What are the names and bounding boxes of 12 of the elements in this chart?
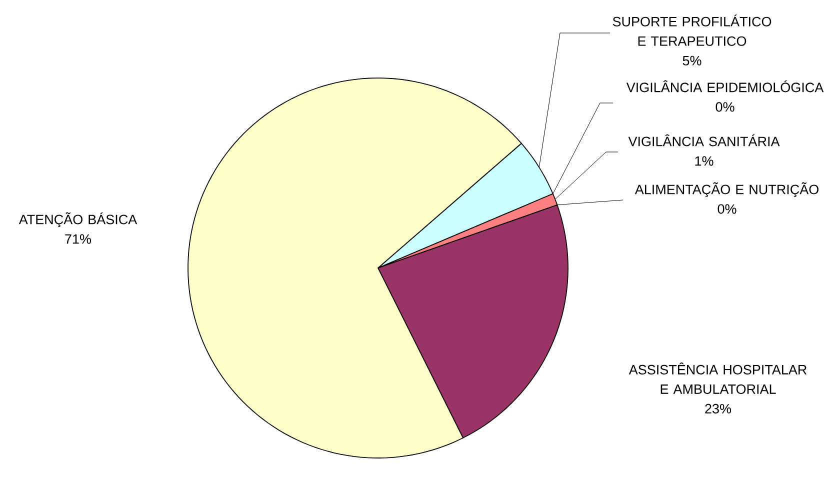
slice-label: VIGILÂNCIA SANITÁRIA <box>628 134 780 146</box>
slice-label: SUPORTE PROFILÁTICO E TERAPEUTICO <box>612 14 772 46</box>
data-label: 23% <box>705 404 732 414</box>
slice-label: ASSISTÊNCIA HOSPITALAR E AMBULATORIAL <box>628 362 807 394</box>
data-label: 71% <box>65 234 92 244</box>
category-label: VIGILÂNCIA EPIDEMIOLÓGICA <box>626 80 824 92</box>
slice-label: ATENÇÃO BÁSICA <box>18 212 138 227</box>
data-label: 1% <box>695 156 714 166</box>
data-label: 5% <box>682 56 702 66</box>
text: 0% <box>718 204 736 214</box>
text: 0% <box>716 102 734 112</box>
category-label: ALIMENTAÇÃO E NUTRIÇÃO <box>634 182 818 197</box>
